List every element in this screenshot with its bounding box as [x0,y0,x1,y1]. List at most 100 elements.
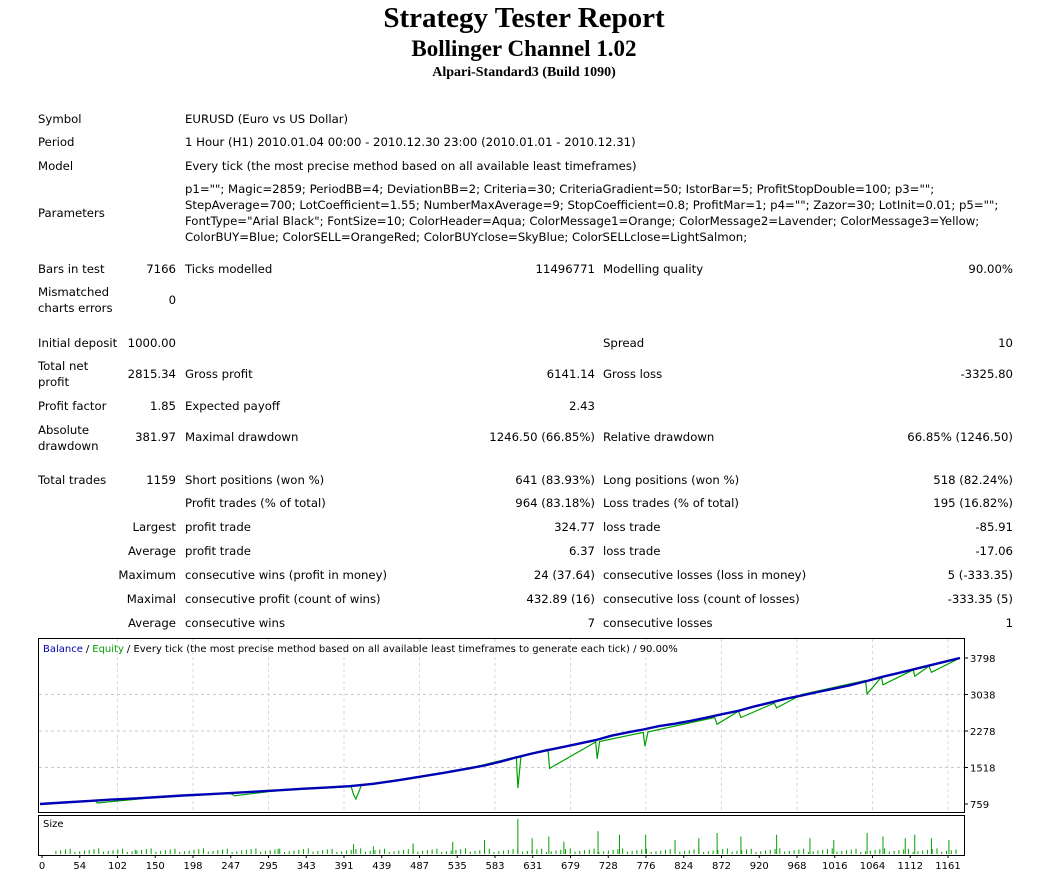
absdd-label: Absolute drawdown [38,423,99,453]
maxdd-value: 1246.50 (66.85%) [489,430,595,444]
x-tick-label: 920 [750,861,769,872]
parameters-line-3: FontType="Arial Black"; FontSize=10; Col… [185,214,980,228]
legend-sep: / [86,644,90,655]
deposit-label: Initial deposit [38,336,118,350]
largest-profit-value: 324.77 [554,520,595,534]
spread-label: Spread [603,336,645,350]
y-axis-labels: 3798 3038 2278 1518 759 [964,654,995,811]
x-tick-label: 391 [334,861,353,872]
bars-label: Bars in test [38,262,105,276]
maximum-wins-label: consecutive wins (profit in money) [185,568,388,582]
quality-value: 90.00% [968,262,1013,276]
x-tick-label: 679 [561,861,580,872]
maximum-losses-value: 5 (-333.35) [947,568,1013,582]
payoff-label: Expected payoff [185,399,280,413]
reldd-label: Relative drawdown [603,430,715,444]
x-tick-label: 295 [259,861,278,872]
x-axis-labels: 0 54 102 150 198 247 295 343 391 439 487 535 583 631 6… [39,855,961,872]
ticks-label: Ticks modelled [185,262,273,276]
average-profit-label: profit trade [185,544,251,558]
x-tick-label: 728 [599,861,618,872]
balance-chart: 3798 3038 2278 1518 759 0 54 102 150 198 247 295 34… [38,638,1014,873]
size-plot-frame [38,815,965,856]
x-tick-label: 102 [108,861,127,872]
x-tick-label: 776 [636,861,655,872]
bars-value: 7166 [146,262,176,276]
largest-loss-value: -85.91 [975,520,1013,534]
avg-consecutive-wins-value: 7 [587,616,595,630]
long-label: Long positions (won %) [603,473,740,487]
average-profit-value: 6.37 [568,544,595,558]
mismatch-value: 0 [168,293,176,307]
maximal-profit-label: consecutive profit (count of wins) [185,592,381,606]
x-tick-label: 583 [485,861,504,872]
short-label: Short positions (won %) [185,473,325,487]
model-label: Model [38,159,74,173]
spread-value: 10 [998,336,1013,350]
deposit-value: 1000.00 [127,336,176,350]
x-tick-label: 343 [297,861,316,872]
maximum-label: Maximum [118,568,176,582]
maximum-wins-value: 24 (37.64) [533,568,595,582]
average-label: Average [128,544,176,558]
y-tick-label: 3038 [970,691,995,702]
x-tick-label: 1016 [822,861,847,872]
balance-line [39,656,961,806]
maximum-losses-label: consecutive losses (loss in money) [603,568,807,582]
parameters-line-2: StepAverage=700; LotCoefficient=1.55; Nu… [185,198,999,212]
trades-value: 1159 [146,473,176,487]
legend-balance: Balance [43,644,83,655]
symbol-label: Symbol [38,112,82,126]
average-loss-value: -17.06 [975,544,1013,558]
x-tick-label: 1161 [935,861,960,872]
ptrades-value: 964 (83.18%) [515,496,595,510]
symbol-value: EURUSD (Euro vs US Dollar) [185,112,349,126]
x-tick-label: 198 [183,861,202,872]
report-title: Strategy Tester Report [383,2,665,34]
x-tick-label: 247 [221,861,240,872]
legend: Balance / Equity / Every tick (the most pre… [43,644,678,655]
server-build: Alpari-Standard3 (Build 1090) [432,65,616,80]
long-value: 518 (82.24%) [933,473,1013,487]
avg-consecutive-label: Average [128,616,176,630]
y-tick-label: 759 [970,800,989,811]
payoff-value: 2.43 [568,399,595,413]
x-tick-label: 150 [146,861,165,872]
period-value: 1 Hour (H1) 2010.01.04 00:00 - 2010.12.3… [185,135,636,149]
grossloss-label: Gross loss [603,367,663,381]
x-tick-label: 824 [674,861,693,872]
maximal-loss-label: consecutive loss (count of losses) [603,592,800,606]
netprofit-value: 2815.34 [127,367,176,381]
expert-name: Bollinger Channel 1.02 [411,36,637,61]
ticks-value: 11496771 [535,262,596,276]
y-tick-label: 2278 [970,727,995,738]
y-tick-label: 1518 [970,764,995,775]
legend-equity: Equity [92,644,124,655]
parameters-line-1: p1=""; Magic=2859; PeriodBB=4; Deviation… [185,182,935,196]
maximal-label: Maximal [126,592,176,606]
grossprofit-label: Gross profit [185,367,253,381]
netprofit-label: Total net profit [38,359,89,389]
largest-label: Largest [132,520,176,534]
size-label: Size [43,819,64,830]
x-tick-label: 968 [787,861,806,872]
model-value: Every tick (the most precise method base… [185,159,637,173]
x-tick-label: 1064 [860,861,885,872]
short-value: 641 (83.93%) [515,473,595,487]
grossprofit-value: 6141.14 [546,367,595,381]
legend-rest: / Every tick (the most precise method ba… [127,644,678,655]
main-plot-frame [38,638,965,813]
pf-value: 1.85 [149,399,176,413]
maximal-profit-value: 432.89 (16) [526,592,595,606]
parameters-label: Parameters [38,206,105,220]
y-tick-label: 3798 [970,654,995,665]
x-tick-label: 439 [372,861,391,872]
pf-label: Profit factor [38,399,107,413]
trades-label: Total trades [38,473,107,487]
avg-consecutive-losses-value: 1 [1005,616,1013,630]
x-tick-label: 0 [39,861,45,872]
maxdd-label: Maximal drawdown [185,430,299,444]
average-loss-label: loss trade [603,544,661,558]
ptrades-label: Profit trades (% of total) [185,496,326,510]
largest-loss-label: loss trade [603,520,661,534]
